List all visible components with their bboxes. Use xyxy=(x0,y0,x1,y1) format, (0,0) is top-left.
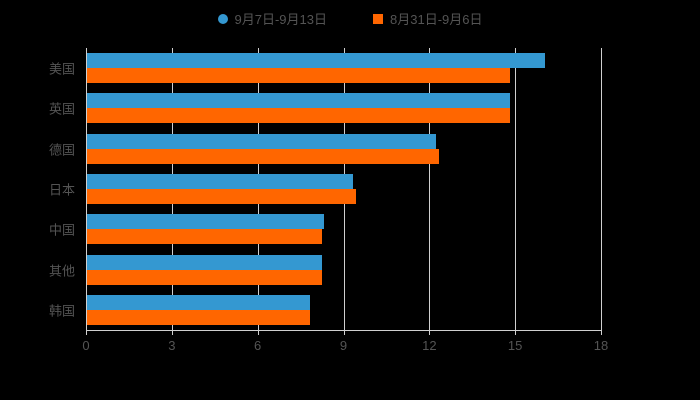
x-tick-label-3: 3 xyxy=(168,338,176,353)
legend-marker-series-1 xyxy=(217,14,228,24)
y-axis-category-label: 中国 xyxy=(48,222,75,238)
bar-series-2[interactable] xyxy=(87,108,511,124)
x-tick-label-15: 15 xyxy=(507,338,523,353)
x-tick-label-9: 9 xyxy=(339,338,348,353)
bar-group: 英国 xyxy=(49,93,601,124)
bar-series-1[interactable] xyxy=(87,93,511,109)
x-tick-mark-18 xyxy=(601,330,602,335)
y-axis-category-label: 其他 xyxy=(48,263,75,279)
x-tick-label-18: 18 xyxy=(593,338,609,353)
bar-group: 其他 xyxy=(49,254,601,285)
x-tick-label-12: 12 xyxy=(422,338,437,353)
gridline-x-15 xyxy=(515,48,517,330)
x-tick-mark-15 xyxy=(515,330,517,335)
x-tick-mark-9 xyxy=(343,330,345,335)
y-axis-category-label: 德国 xyxy=(48,142,75,158)
x-tick-mark-12 xyxy=(429,330,431,335)
bar-series-1[interactable] xyxy=(87,214,325,230)
legend-label-series-2: 8月31日-9月6日 xyxy=(390,11,483,27)
bar-series-1[interactable] xyxy=(87,254,322,270)
bar-series-1[interactable] xyxy=(87,174,354,189)
x-tick-mark-0 xyxy=(86,330,87,335)
legend-item-series-2[interactable]: 8月31日-9月6日 xyxy=(373,8,482,30)
bar-series-2[interactable] xyxy=(87,148,439,164)
gridline-x-18 xyxy=(601,48,602,330)
chart-legend: 9月7日-9月13日 8月31日-9月6日 xyxy=(0,8,700,30)
x-tick-label-6: 6 xyxy=(254,338,262,353)
bar-group: 中国 xyxy=(49,214,601,245)
y-axis-category-label: 英国 xyxy=(48,101,75,117)
legend-item-series-1[interactable]: 9月7日-9月13日 xyxy=(217,8,327,30)
bar-group: 日本 xyxy=(49,174,601,204)
bar-series-2[interactable] xyxy=(87,269,322,285)
bar-series-1[interactable] xyxy=(87,133,437,149)
gridline-x-12 xyxy=(429,48,431,330)
bar-series-2[interactable] xyxy=(87,229,322,245)
x-tick-label-0: 0 xyxy=(82,338,90,353)
x-tick-mark-3 xyxy=(171,330,173,335)
bar-series-2[interactable] xyxy=(87,189,356,204)
y-axis-category-label: 韩国 xyxy=(48,303,75,319)
bar-group: 美国 xyxy=(49,53,601,84)
bar-series-1[interactable] xyxy=(87,294,311,310)
bar-group: 韩国 xyxy=(49,294,601,325)
bar-series-1[interactable] xyxy=(87,53,545,69)
legend-marker-series-2 xyxy=(373,14,383,24)
y-axis-line xyxy=(86,48,87,330)
plot-area: 0 3 6 9 12 15 18 美国英国德国日本中国其他韩国 xyxy=(49,48,608,353)
bar-group: 德国 xyxy=(49,133,601,164)
x-tick-mark-6 xyxy=(257,330,259,335)
bar-series-2[interactable] xyxy=(87,68,511,84)
bar-series-2[interactable] xyxy=(87,309,311,325)
legend-label-series-1: 9月7日-9月13日 xyxy=(234,11,327,27)
y-axis-category-label: 日本 xyxy=(48,182,75,198)
y-axis-category-label: 美国 xyxy=(48,61,75,77)
